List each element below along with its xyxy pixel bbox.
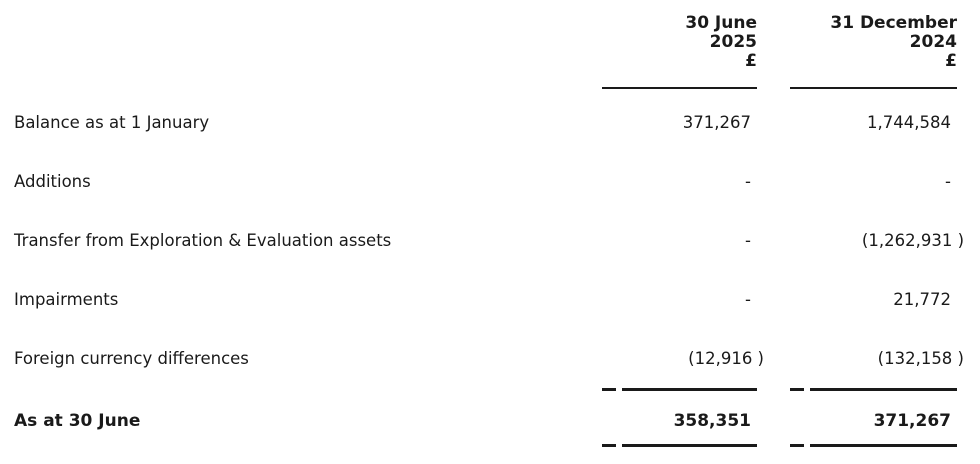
value-2025: - (745, 172, 751, 191)
value-2024: 1,744,584 (867, 113, 951, 132)
rule-dash (790, 444, 804, 447)
row-label: Impairments (14, 290, 119, 309)
rule-line (810, 388, 957, 391)
value-2024: (132,158 ) (877, 349, 964, 368)
header-period-line1: 31 December (830, 13, 957, 33)
column-header-31-december-2024: 31 December 2024 £ (790, 14, 957, 71)
header-period-line1: 30 June (685, 13, 757, 33)
table-header-row: 30 June 2025 £ 31 December 2024 £ (14, 14, 957, 71)
row-label: Additions (14, 172, 91, 191)
rule-line (810, 444, 957, 447)
value-2024: 21,772 (893, 290, 951, 309)
table-row-foreign-currency-differences: Foreign currency differences (12,916 ) (… (14, 329, 964, 388)
value-2025: - (745, 290, 751, 309)
value-2025: - (745, 231, 751, 250)
rule-line (622, 444, 757, 447)
header-period-line2: 2025 (709, 32, 757, 52)
closing-underline-2025 (602, 444, 757, 447)
rule-dash (602, 444, 616, 447)
header-currency-symbol: £ (945, 51, 957, 71)
row-label: Transfer from Exploration & Evaluation a… (14, 231, 392, 250)
table-row-total-as-at-30-june: As at 30 June 358,351 371,267 (14, 391, 957, 444)
table-row-balance-1-january: Balance as at 1 January 371,267 1,744,58… (14, 93, 957, 152)
rule-dash (602, 388, 616, 391)
rule-line (622, 388, 757, 391)
column-header-30-june-2025: 30 June 2025 £ (602, 14, 757, 71)
header-currency-symbol: £ (745, 51, 757, 71)
header-period-line2: 2024 (909, 32, 957, 52)
table-row-transfer-from-exploration: Transfer from Exploration & Evaluation a… (14, 211, 964, 270)
header-underline-2025 (602, 87, 757, 89)
total-row-label: As at 30 June (14, 410, 141, 431)
total-value-2025: 358,351 (673, 410, 751, 431)
table-row-additions: Additions - - (14, 152, 957, 211)
header-underline-row (14, 87, 957, 89)
subtotal-rule-row (14, 388, 957, 391)
header-underline-2024 (790, 87, 957, 89)
total-underline-2025 (602, 388, 757, 391)
table-body: Balance as at 1 January 371,267 1,744,58… (14, 93, 964, 388)
value-2025: 371,267 (682, 113, 751, 132)
row-label: Balance as at 1 January (14, 113, 210, 132)
row-label: Foreign currency differences (14, 349, 249, 368)
rule-dash (790, 388, 804, 391)
closing-rule-row (14, 444, 957, 447)
value-2024: - (945, 172, 951, 191)
table-row-impairments: Impairments - 21,772 (14, 270, 957, 329)
value-2025: (12,916 ) (688, 349, 764, 368)
closing-underline-2024 (790, 444, 957, 447)
total-underline-2024 (790, 388, 957, 391)
total-value-2024: 371,267 (873, 410, 951, 431)
value-2024: (1,262,931 ) (861, 231, 964, 250)
